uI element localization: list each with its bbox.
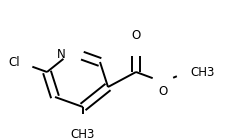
Text: N: N <box>57 47 66 60</box>
Text: O: O <box>131 29 140 42</box>
Text: Cl: Cl <box>8 56 20 70</box>
Text: CH3: CH3 <box>189 66 214 79</box>
Text: CH3: CH3 <box>70 128 95 138</box>
Text: O: O <box>158 85 167 98</box>
